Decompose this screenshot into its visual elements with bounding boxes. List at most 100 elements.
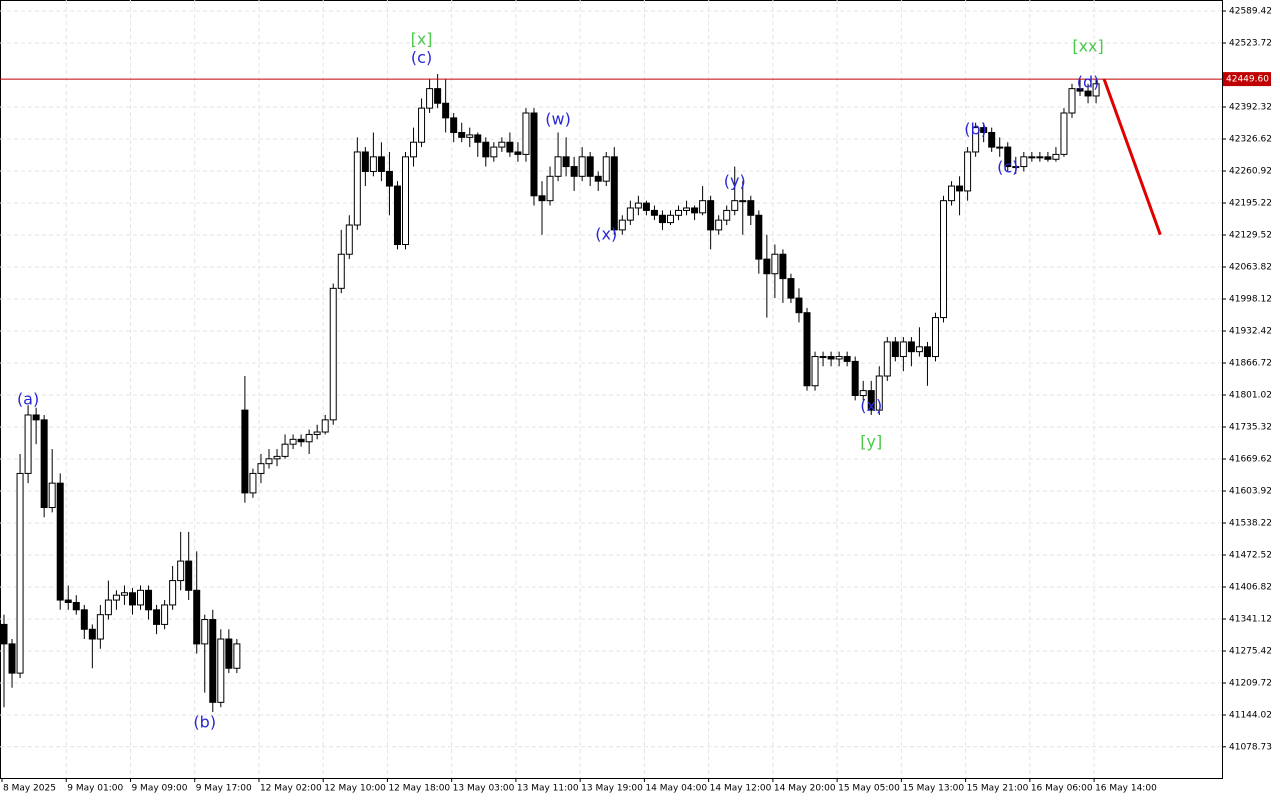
candle-body [755, 214, 763, 260]
wave-label: [y] [860, 432, 882, 451]
candle-body [843, 356, 851, 362]
candle-body [819, 356, 827, 359]
wave-label: (x) [595, 224, 617, 243]
y-tick-label: 42195.22 [1229, 198, 1272, 208]
candle-body [972, 127, 980, 153]
candle-body [369, 156, 377, 172]
candle-body [779, 253, 787, 280]
candle-body [1044, 156, 1052, 160]
candle-body [209, 619, 217, 703]
x-tick-label: 9 May 17:00 [196, 784, 252, 794]
candle-body [602, 156, 610, 182]
candle-body [827, 356, 835, 360]
candle-body [1004, 146, 1012, 168]
candle-body [795, 297, 803, 314]
wave-label: [xx] [1072, 36, 1103, 55]
y-tick-label: 41406.82 [1229, 582, 1272, 592]
candle-body [377, 156, 385, 172]
candle-body [137, 589, 145, 606]
candle-body [201, 619, 209, 645]
y-tick-label: 41801.02 [1229, 390, 1272, 400]
candle-body [715, 219, 723, 231]
candle-body [1012, 166, 1020, 169]
candle-body [96, 614, 104, 640]
candle-body [1084, 90, 1092, 97]
candle-body [530, 112, 538, 197]
wave-label: (w) [545, 109, 571, 128]
candle-body [1092, 83, 1100, 97]
x-tick-label: 16 May 14:00 [1095, 784, 1157, 794]
candle-body [763, 258, 771, 275]
candle-body [739, 200, 747, 203]
candle-body [120, 592, 128, 596]
candle-body [265, 458, 273, 465]
candle-body [466, 134, 474, 138]
candle-body [626, 207, 634, 221]
candle-body [875, 375, 883, 411]
candle-body [281, 443, 289, 457]
candle-body [16, 472, 24, 674]
candle-body [707, 200, 715, 231]
candle-body [233, 643, 241, 669]
candle-body [1028, 156, 1036, 159]
candle-body [859, 390, 867, 396]
candle-body [891, 341, 899, 358]
y-tick-label: 42260.92 [1229, 166, 1272, 176]
candle-body [538, 195, 546, 202]
candle-body [699, 200, 707, 214]
candle-body [153, 609, 161, 625]
candle-body [80, 609, 88, 630]
candle-body [586, 156, 594, 177]
x-tick-label: 9 May 09:00 [131, 784, 187, 794]
x-tick-label: 15 May 05:00 [838, 784, 900, 794]
candle-body [747, 200, 755, 216]
candle-body [426, 88, 434, 109]
y-tick-label: 41603.92 [1229, 486, 1272, 496]
x-tick-label: 13 May 19:00 [581, 784, 643, 794]
candle-body [490, 146, 498, 158]
candle-body [980, 127, 988, 133]
y-tick-label: 41275.42 [1229, 646, 1272, 656]
candle-body [562, 156, 570, 168]
candle-body [402, 156, 409, 246]
candle-body [321, 419, 329, 433]
candle-body [145, 589, 153, 611]
y-tick-label: 41669.62 [1229, 454, 1272, 464]
candle-body [723, 209, 731, 221]
candle-body [1020, 156, 1028, 168]
candle-body [1052, 153, 1060, 160]
candle-body [450, 117, 458, 133]
price-label: 42449.60 [1226, 75, 1269, 85]
x-tick-label: 8 May 2025 [3, 784, 56, 794]
candle-body [185, 560, 193, 591]
wave-label: [x] [411, 29, 433, 48]
candle-body [410, 141, 418, 158]
y-tick-label: 41735.32 [1229, 422, 1272, 432]
candle-body [666, 214, 674, 224]
y-tick-label: 42523.72 [1229, 38, 1272, 48]
candle-body [273, 455, 281, 460]
candle-body [474, 134, 482, 143]
wave-label: (x) [860, 396, 882, 415]
candle-body [691, 207, 699, 214]
candle-body [393, 185, 401, 246]
candle-body [867, 390, 875, 411]
candle-body [899, 341, 907, 358]
y-tick-label: 41866.72 [1229, 358, 1272, 368]
candle-body [289, 438, 297, 445]
candle-body [915, 346, 923, 353]
candle-body [177, 560, 185, 582]
candle-body [361, 151, 369, 172]
y-tick-label: 41932.42 [1229, 326, 1272, 336]
candle-body [169, 580, 177, 606]
candle-body [88, 628, 96, 640]
wave-label: (c) [411, 48, 432, 67]
price-label-box [1223, 72, 1271, 87]
wave-label: (a) [17, 389, 39, 408]
y-tick-label: 42589.42 [1229, 6, 1272, 16]
y-tick-label: 41209.72 [1229, 678, 1272, 688]
candle-body [257, 463, 265, 474]
candle-body [313, 431, 321, 435]
candle-body [0, 623, 8, 645]
